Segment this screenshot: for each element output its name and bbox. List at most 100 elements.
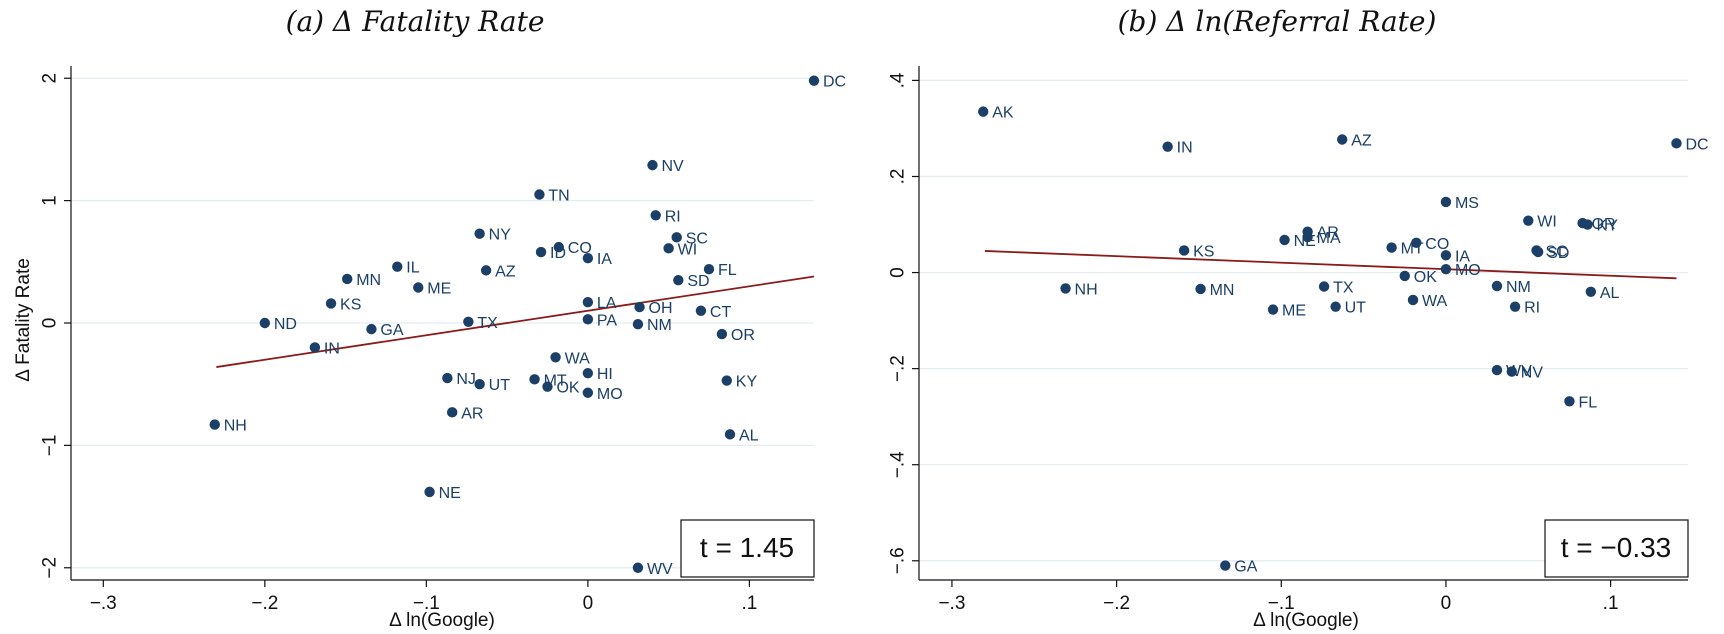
panel-b-x-ticks: −.3 −.2 −.1 0 .1 <box>938 580 1619 614</box>
panel-a-point-label-hi: HI <box>597 366 613 383</box>
panel-a-point-ar <box>446 407 458 418</box>
panel-b-point-dc <box>1671 138 1682 149</box>
panel-b-point-label-fl: FL <box>1578 394 1597 411</box>
panel-b-point-mt <box>1386 242 1397 253</box>
panel-a-fit-layer <box>216 275 815 368</box>
panel-a-point-label-dc: DC <box>823 74 846 91</box>
panel-b-y-tick-label: 0 <box>888 267 909 278</box>
panel-b-t-stat: t = −0.33 <box>1561 532 1672 563</box>
panel-a-point-label-ny: NY <box>489 227 512 244</box>
panel-a-point-dc <box>808 75 820 86</box>
panel-a-point-label-nm: NM <box>647 317 672 334</box>
panel-a-point-tx <box>463 316 474 327</box>
panel-a-point-label-oh: OH <box>649 300 673 317</box>
panel-a-x-tick-label: −.2 <box>251 593 278 614</box>
panel-b-point-label-ks: KS <box>1193 243 1214 260</box>
panel-a-x-axis-label: Δ ln(Google) <box>389 610 495 631</box>
panel-b-point-label-ms: MS <box>1455 195 1479 212</box>
panel-referral-rate: (b) Δ ln(Referral Rate) AK AZ DC IN MS WI ORKY… <box>888 5 1709 631</box>
panel-a-point-mo <box>582 387 594 398</box>
panel-a-x-tick-label: −.3 <box>90 593 117 614</box>
panel-a-point-ia <box>582 252 594 264</box>
panel-b-point-tx <box>1318 281 1330 292</box>
panel-b-point-label-ok: OK <box>1414 269 1437 286</box>
panel-a-y-axis-label: Δ Fatality Rate <box>13 258 34 382</box>
panel-b-stat-box <box>1544 519 1689 578</box>
panel-a-point-label-tx: TX <box>477 315 498 332</box>
panel-b-point-wa <box>1407 294 1419 306</box>
panel-a-stat-box <box>680 519 815 578</box>
panel-a-point-id <box>535 246 547 258</box>
panel-b-title: (b) Δ ln(Referral Rate) <box>1118 5 1437 38</box>
panel-a-point-hi <box>582 367 594 379</box>
panel-b-point-nm <box>1491 280 1503 292</box>
panel-a-point-label-mo: MO <box>597 386 623 403</box>
panel-a-x-tick-label: .1 <box>741 593 757 614</box>
panel-a-point-label-il: IL <box>406 260 419 277</box>
panel-a-point-label-me: ME <box>427 281 451 298</box>
panel-b-point-sd <box>1532 246 1544 258</box>
panel-a-point-mn <box>342 273 353 285</box>
panel-b-point-ga <box>1220 560 1231 571</box>
panel-b-point-label-nm: NM <box>1506 279 1531 296</box>
panel-a-point-label-al: AL <box>739 427 759 444</box>
panel-a-point-label-ia: IA <box>597 251 612 268</box>
panel-b-point-label-ar: AR <box>1317 225 1339 242</box>
panel-b-point-ok <box>1399 270 1410 282</box>
panel-a-point-ok <box>542 381 553 392</box>
panel-a-x-tick-label: 0 <box>583 593 594 614</box>
panel-a-point-il <box>392 261 403 272</box>
panel-a-point-nj <box>442 372 453 384</box>
panel-a-y-tick-label: 0 <box>40 318 61 329</box>
panel-a-point-label-nj: NJ <box>456 371 476 388</box>
panel-a-point-label-nd: ND <box>274 316 297 333</box>
panel-a-point-in <box>309 342 321 353</box>
panel-a-point-label-az: AZ <box>495 263 516 280</box>
panel-a-point-ky <box>721 375 732 386</box>
panel-a-point-label-sc: SC <box>686 230 708 247</box>
panel-a-point-label-ne: NE <box>439 485 461 502</box>
panel-a-y-tick-label: 2 <box>40 73 61 84</box>
panel-a-point-label-ri: RI <box>665 208 681 225</box>
panel-b-point-label-mo: MO <box>1455 262 1481 279</box>
panel-b-point-label-tx: TX <box>1333 279 1354 296</box>
panel-b-y-tick-label: .4 <box>888 72 909 88</box>
panel-b-x-tick-label: −.1 <box>1268 593 1295 614</box>
panel-b-point-mo <box>1440 263 1452 275</box>
panel-b-point-label-nh: NH <box>1075 281 1098 298</box>
panel-a-point-ri <box>650 210 661 221</box>
panel-a-point-label-fl: FL <box>718 262 737 279</box>
panel-a-point-label-ut: UT <box>489 377 511 394</box>
panel-a-point-tn <box>534 189 545 200</box>
panel-b-x-axis-label: Δ ln(Google) <box>1253 610 1359 631</box>
panel-a-point-or <box>716 328 728 340</box>
panel-b-point-label-ky: KY <box>1597 218 1619 235</box>
panel-a-point-ne <box>424 486 435 498</box>
panel-a-point-label-or: OR <box>731 327 755 344</box>
panel-a-point-wa <box>550 352 561 363</box>
panel-a-point-label-nh: NH <box>224 418 247 435</box>
panel-b-y-tick-label: .2 <box>888 169 909 185</box>
panel-b-point-wi <box>1523 215 1534 226</box>
panel-b-point-in <box>1162 141 1173 152</box>
panel-b-point-ks <box>1178 245 1190 256</box>
panel-a-point-nd <box>259 317 271 329</box>
panel-a-point-label-wa: WA <box>565 350 591 367</box>
panel-a-point-label-wv: WV <box>647 561 673 578</box>
panel-b-x-tick-label: .1 <box>1603 593 1619 614</box>
panel-a-point-label-in: IN <box>324 340 340 357</box>
panel-a-point-nm <box>632 319 644 330</box>
panel-b-point-wv <box>1491 364 1503 376</box>
panel-b-point-ne <box>1279 234 1290 246</box>
panel-a-y-ticks: −2 −1 0 1 2 <box>40 73 71 579</box>
panel-a-fit-line <box>216 275 815 368</box>
panel-b-point-ak <box>978 106 989 117</box>
panel-a-y-tick-label: −2 <box>40 557 61 579</box>
panel-b-point-label-sd: SD <box>1547 245 1569 262</box>
panel-b-point-label-co: CO <box>1425 236 1449 253</box>
panel-b-y-ticks: −.6 −.4 −.2 0 .2 .4 <box>888 72 919 574</box>
panel-b-point-ia <box>1440 250 1452 261</box>
panel-a-point-ct <box>695 305 707 316</box>
